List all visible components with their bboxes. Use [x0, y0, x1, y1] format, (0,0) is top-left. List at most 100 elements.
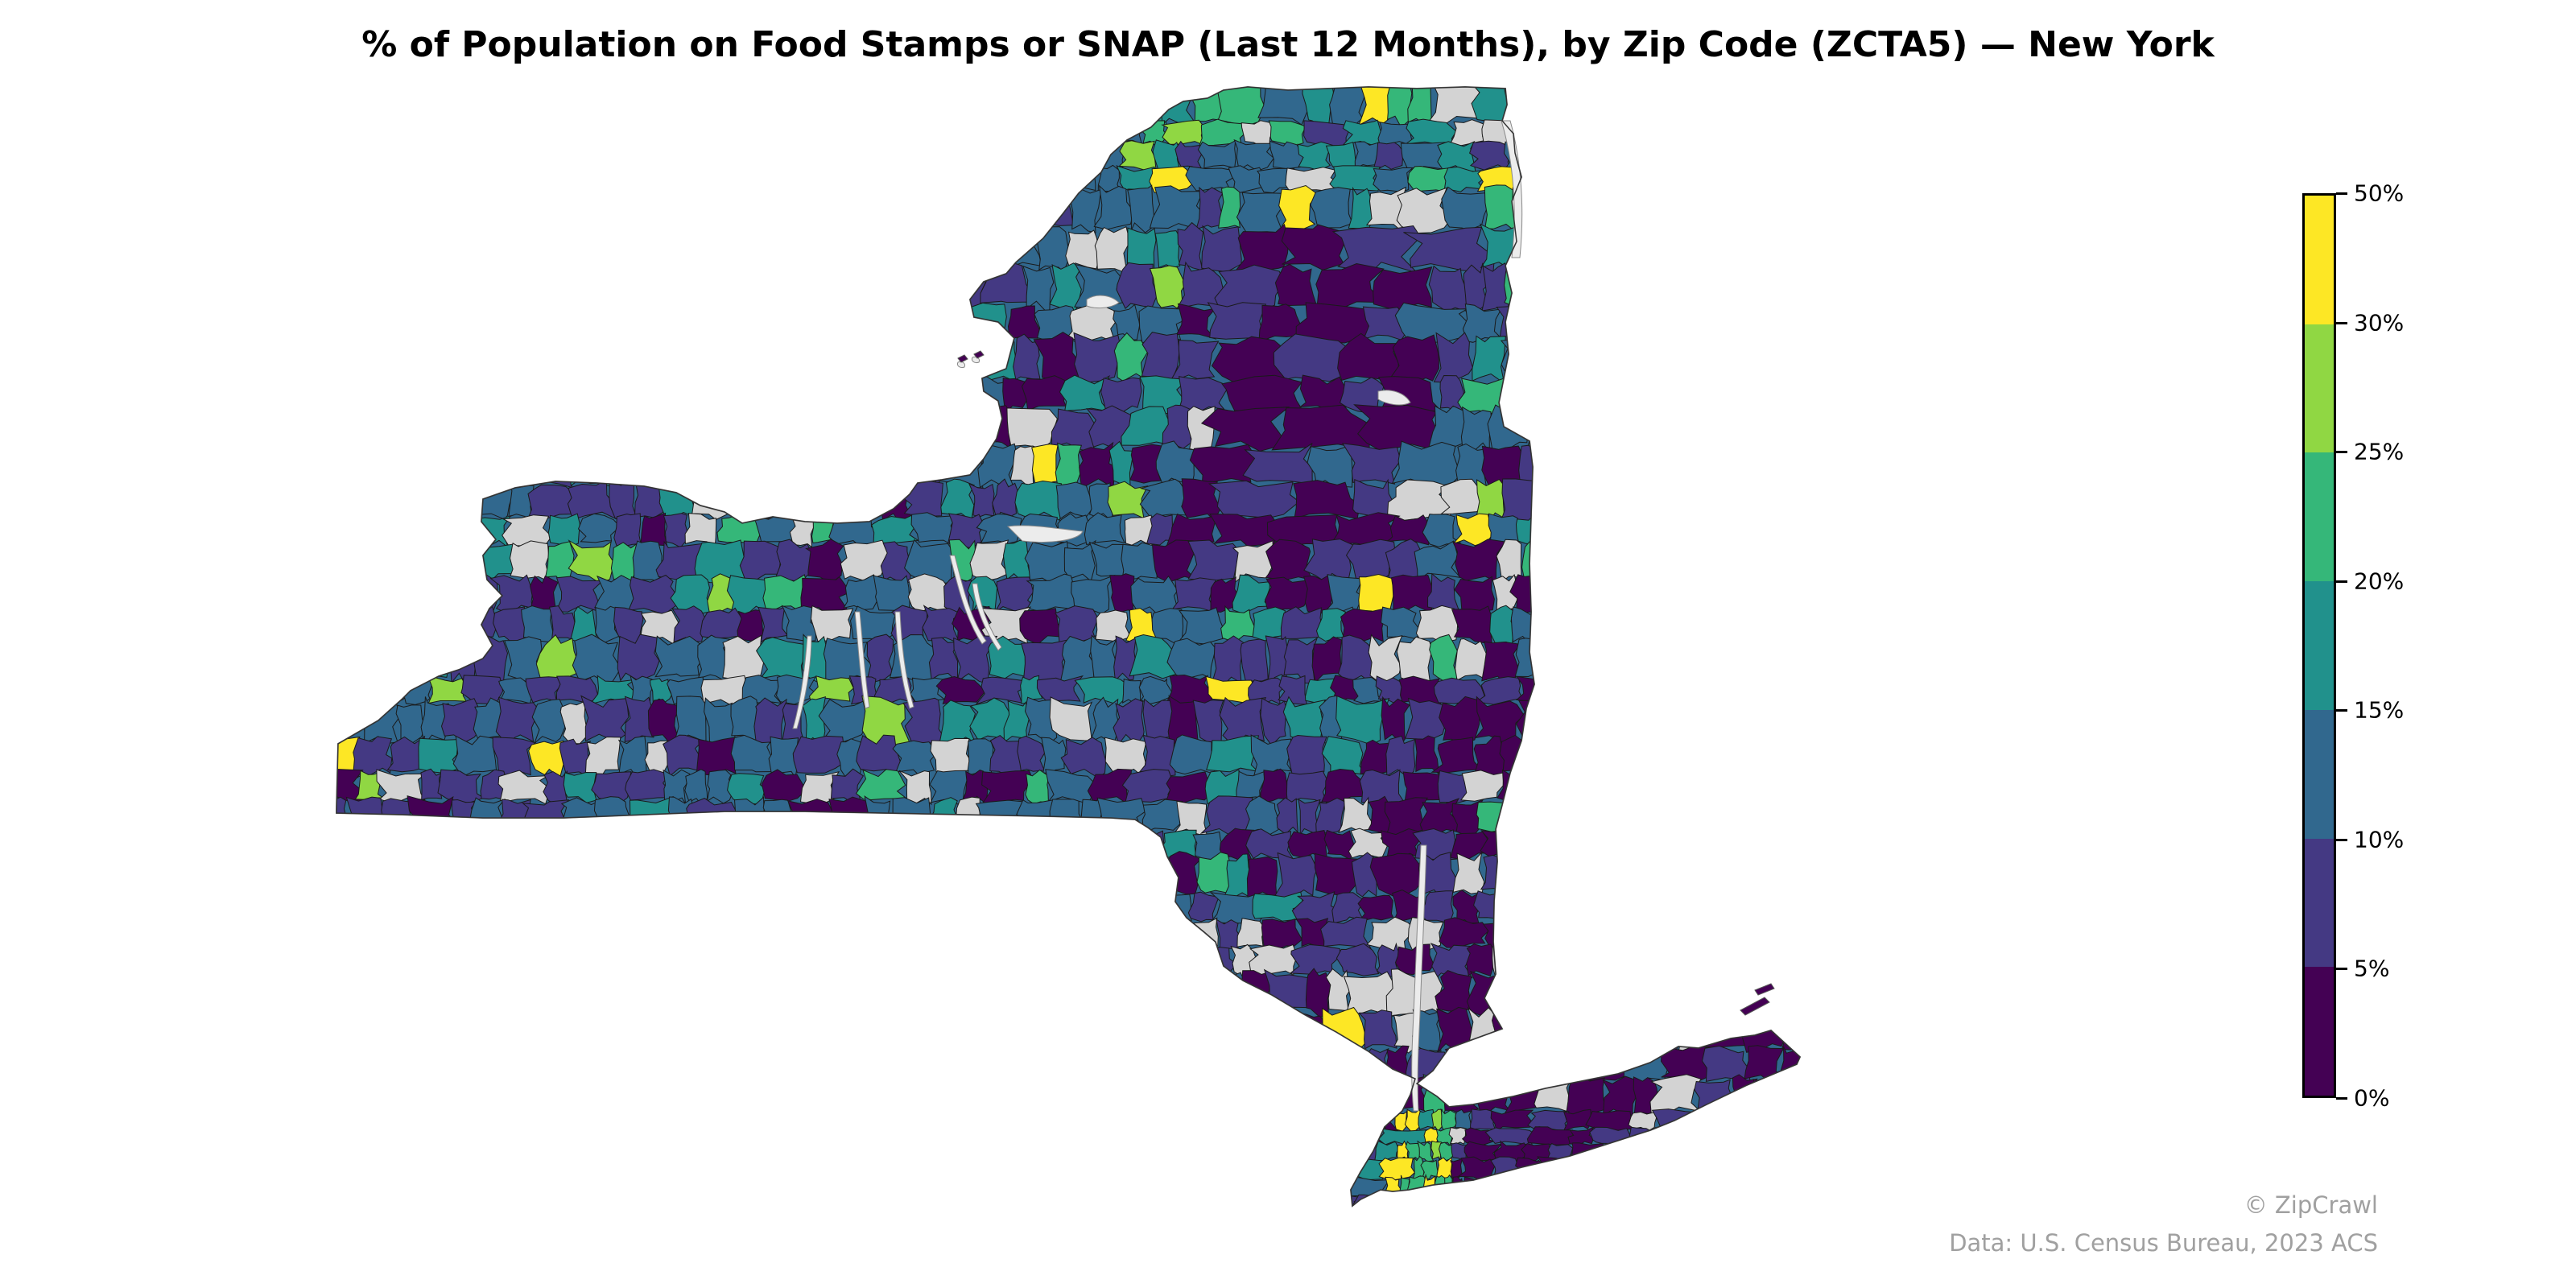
zip-region: [1544, 770, 1591, 803]
zip-region: [826, 1126, 876, 1145]
zip-region: [1070, 188, 1102, 233]
zip-region: [864, 165, 904, 192]
zip-region: [1261, 1212, 1305, 1233]
zip-region: [495, 1047, 521, 1080]
zip-region: [623, 1076, 660, 1117]
zip-region: [869, 336, 916, 386]
zip-region: [836, 411, 865, 452]
zip-region: [831, 374, 865, 416]
zip-region: [1758, 890, 1800, 923]
zip-region: [1668, 374, 1693, 415]
zip-region: [431, 303, 473, 341]
zip-region: [353, 736, 393, 778]
zip-region: [416, 1140, 440, 1162]
zip-region: [1601, 1212, 1651, 1234]
zip-region: [336, 574, 365, 613]
zip-region: [1577, 1175, 1608, 1199]
zip-region: [1564, 944, 1591, 978]
zip-region: [1534, 738, 1576, 776]
zip-region: [1806, 140, 1849, 167]
zip-region: [1069, 1156, 1108, 1179]
zip-region: [1212, 635, 1245, 685]
zip-region: [701, 1213, 738, 1232]
zip-region: [1759, 479, 1800, 518]
zip-region: [1236, 1127, 1269, 1146]
zip-region: [969, 539, 1009, 582]
colorbar-tick-label: 0%: [2354, 1084, 2390, 1112]
zip-region: [1633, 575, 1680, 610]
zip-region: [832, 121, 877, 144]
zip-region: [1172, 1076, 1198, 1113]
zip-region: [1396, 187, 1452, 234]
zip-region: [1264, 576, 1311, 613]
zip-region: [1714, 263, 1736, 311]
zip-region: [1684, 166, 1736, 191]
zip-region: [1587, 304, 1630, 339]
zip-region: [936, 303, 974, 343]
zip-region: [1674, 409, 1725, 448]
zip-region: [1195, 186, 1224, 230]
zip-region: [1670, 262, 1715, 309]
zip-region: [1671, 541, 1724, 582]
zip-region: [722, 1075, 750, 1114]
zip-region: [1214, 264, 1286, 312]
zip-region: [570, 411, 599, 450]
zip-region: [678, 165, 707, 193]
zip-region: [952, 405, 991, 452]
zip-region: [735, 1212, 762, 1234]
colorbar-tick-label: 30%: [2354, 309, 2405, 336]
zip-region: [992, 1141, 1043, 1162]
zip-region: [1545, 87, 1580, 128]
zip-region: [1094, 970, 1125, 1018]
zip-region: [539, 1009, 572, 1053]
zip-region: [1629, 633, 1661, 683]
zip-region: [1269, 1007, 1301, 1049]
zip-region: [627, 795, 674, 836]
zip-region: [1323, 1074, 1349, 1117]
zip-region: [496, 266, 530, 308]
zip-region: [1781, 945, 1800, 979]
zip-region: [1674, 1194, 1726, 1206]
zip-region: [758, 1212, 786, 1235]
zip-region: [1780, 303, 1800, 344]
zip-region: [794, 1110, 843, 1131]
zip-region: [528, 943, 552, 976]
zip-region: [661, 852, 711, 898]
zip-region: [1070, 1110, 1113, 1131]
zip-region: [531, 699, 566, 745]
zip-region: [1219, 696, 1267, 746]
zip-region: [1299, 1194, 1331, 1206]
zip-region: [499, 968, 526, 1017]
colorbar-tick: [2336, 838, 2347, 841]
zip-region: [519, 890, 567, 925]
zip-region: [977, 443, 1018, 489]
zip-region: [413, 184, 469, 232]
zip-region: [1008, 828, 1052, 859]
zip-region: [1676, 1126, 1720, 1146]
zip-region: [545, 943, 596, 979]
zip-region: [364, 165, 394, 194]
zip-region: [1797, 482, 1800, 520]
zip-region: [852, 855, 882, 898]
zip-region: [664, 1007, 715, 1053]
zip-region: [1116, 120, 1143, 145]
zip-region: [602, 139, 634, 171]
zip-region: [475, 1158, 510, 1181]
zip-region: [348, 227, 378, 272]
zip-region: [907, 264, 954, 311]
zip-region: [1682, 122, 1724, 143]
zip-region: [1679, 854, 1713, 898]
zip-region: [877, 1212, 910, 1233]
zip-region: [535, 634, 580, 683]
zip-region: [336, 122, 363, 146]
zip-region: [609, 481, 638, 519]
zip-region: [577, 305, 622, 344]
zip-region: [743, 1075, 791, 1117]
zip-region: [353, 539, 386, 584]
zip-region: [478, 1009, 508, 1055]
zip-region: [356, 303, 386, 344]
zip-region: [807, 1074, 858, 1115]
zip-region: [1777, 120, 1800, 146]
zip-region: [665, 1174, 714, 1199]
zip-region: [1175, 1212, 1220, 1233]
